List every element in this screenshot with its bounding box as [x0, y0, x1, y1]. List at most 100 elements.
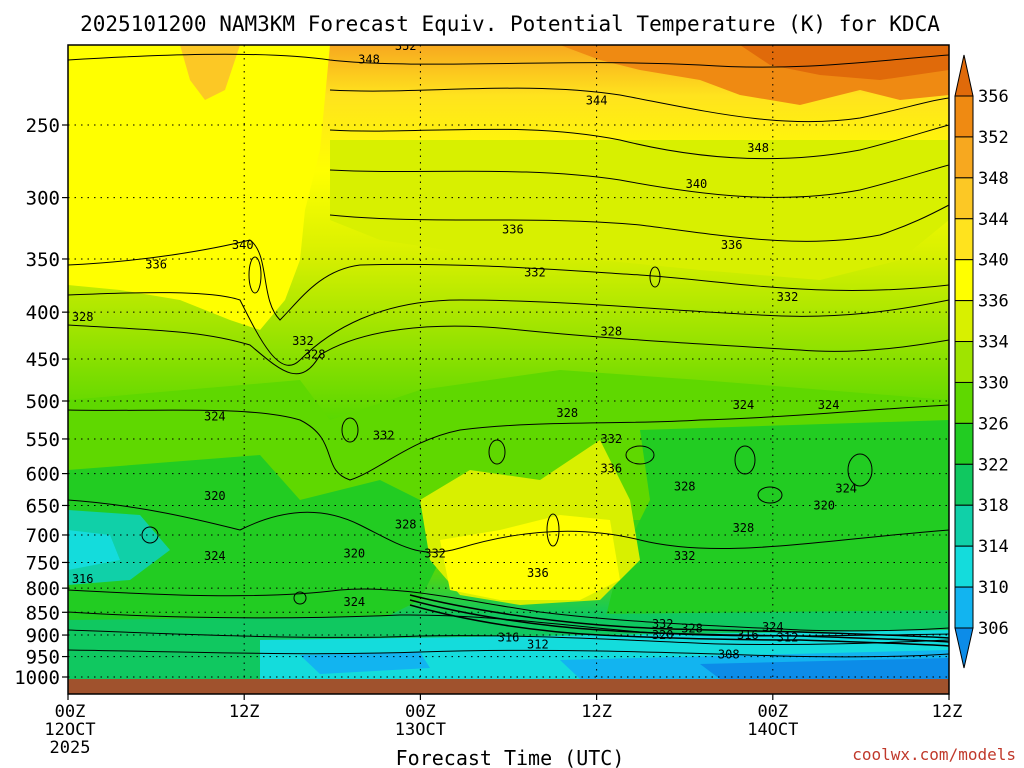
x-tick-label: 12Z: [581, 702, 612, 722]
colorbar-band: [954, 341, 974, 383]
contour-label: 332: [674, 549, 696, 563]
contour-label: 348: [747, 141, 769, 155]
contour-label: 344: [586, 93, 608, 107]
colorbar-band: [954, 300, 974, 343]
field-region-deep-orange: [740, 45, 949, 80]
x-tick-label: 12Z: [932, 702, 963, 722]
y-tick-label: 900: [26, 625, 60, 647]
contour-label: 328: [304, 348, 326, 362]
colorbar-label: 334: [978, 333, 1009, 353]
colorbar-label: 306: [978, 619, 1009, 639]
contour-label: 320: [343, 546, 365, 560]
contour-lines: [68, 53, 949, 658]
x-tick-label: 00Z: [757, 702, 788, 722]
y-tick-label: 1000: [14, 667, 60, 689]
x-tick-label: 12Z: [229, 702, 260, 722]
colorbar-band: [954, 504, 974, 547]
contour-label: 324: [204, 549, 226, 563]
y-tick-label: 950: [26, 647, 60, 669]
colorbar-label: 336: [978, 292, 1009, 312]
contour-label: 328: [681, 621, 703, 635]
contour-label: 340: [686, 177, 708, 191]
contour-label: 336: [502, 222, 524, 236]
contour-label: 312: [777, 630, 799, 644]
colorbar-band: [954, 95, 974, 138]
plot-area: 3523483443483403363403363363323323283283…: [68, 39, 949, 679]
colorbar-label: 310: [978, 578, 1009, 598]
contour-label: 316: [498, 630, 520, 644]
contour-label: 328: [600, 325, 622, 339]
colorbar-band: [954, 463, 974, 506]
colorbar-band: [954, 177, 974, 220]
y-tick-label: 350: [26, 249, 60, 271]
contour-label: 328: [733, 521, 755, 535]
contour-label: 308: [718, 647, 740, 661]
y-tick-label: 850: [26, 602, 60, 624]
contour-label: 324: [818, 398, 840, 412]
contour-label: 336: [145, 258, 167, 272]
credit-text: coolwx.com/models: [852, 745, 1016, 764]
contour-label: 336: [600, 461, 622, 475]
contour-label: 352: [395, 39, 417, 53]
colorbar-label: 322: [978, 455, 1009, 475]
colorbar-top-arrow: [954, 54, 974, 97]
colorbar-bottom-arrow: [954, 627, 974, 669]
contour-label: 320: [204, 489, 226, 503]
contour-label: 332: [292, 334, 314, 348]
x-tick-label: 00Z: [55, 702, 86, 722]
contour-label: 348: [358, 52, 380, 66]
y-tick-label: 800: [26, 578, 60, 600]
contour-label: 316: [737, 628, 759, 642]
colorbar-label: 344: [978, 210, 1009, 230]
x-axis-title: Forecast Time (UTC): [396, 746, 625, 768]
y-tick-label: 250: [26, 115, 60, 137]
colorbar-band: [954, 259, 974, 302]
field-region-yellowgreen-mid: [330, 140, 949, 280]
y-tick-label: 700: [26, 525, 60, 547]
x-tick-label: 14OCT: [747, 720, 798, 740]
field-region-darkgreen-right: [600, 420, 949, 640]
chart-title: 2025101200 NAM3KM Forecast Equiv. Potent…: [80, 12, 940, 36]
contour-label: 320: [813, 498, 835, 512]
field-region-orange-top-left: [180, 45, 240, 100]
contour-label: 328: [395, 518, 417, 532]
x-tick-label: 13OCT: [395, 720, 446, 740]
contour-label: 332: [524, 265, 546, 279]
colorbar-label: 340: [978, 251, 1009, 271]
y-axis: 2503003504004505005506006507007508008509…: [14, 115, 68, 689]
y-tick-label: 300: [26, 188, 60, 210]
y-tick-label: 650: [26, 495, 60, 517]
colorbar-label: 348: [978, 169, 1009, 189]
x-tick-label: 12OCT: [44, 720, 95, 740]
field-region-blue-surface-1: [300, 652, 430, 674]
colorbar-band: [954, 218, 974, 261]
contour-label: 324: [204, 410, 226, 424]
y-tick-label: 500: [26, 391, 60, 413]
contour-label: 320: [652, 628, 674, 642]
contour-label: 340: [232, 238, 254, 252]
colorbar-band: [954, 381, 974, 424]
colorbar-band: [954, 545, 974, 588]
contour-labels: 3523483443483403363403363363323323283283…: [72, 39, 857, 661]
contour-label: 336: [721, 238, 743, 252]
contour-label: 332: [600, 432, 622, 446]
y-tick-label: 400: [26, 302, 60, 324]
surface-terrain: [68, 679, 949, 694]
field-region-cyan-left-deep: [68, 530, 120, 570]
y-tick-label: 550: [26, 429, 60, 451]
colorbar-label: 330: [978, 373, 1009, 393]
y-tick-label: 750: [26, 552, 60, 574]
x-tick-label: 00Z: [405, 702, 436, 722]
contour-label: 336: [527, 566, 549, 580]
y-tick-label: 450: [26, 349, 60, 371]
contour-label: 324: [835, 482, 857, 496]
contour-label: 324: [762, 620, 784, 634]
field-region-yellow-core: [440, 515, 620, 600]
contour-label: 332: [777, 290, 799, 304]
contour-label: 316: [72, 572, 94, 586]
contour-label: 332: [373, 428, 395, 442]
contour-label: 324: [733, 398, 755, 412]
colorbar-label: 314: [978, 537, 1009, 557]
field-region-darkgreen-band: [68, 455, 440, 620]
